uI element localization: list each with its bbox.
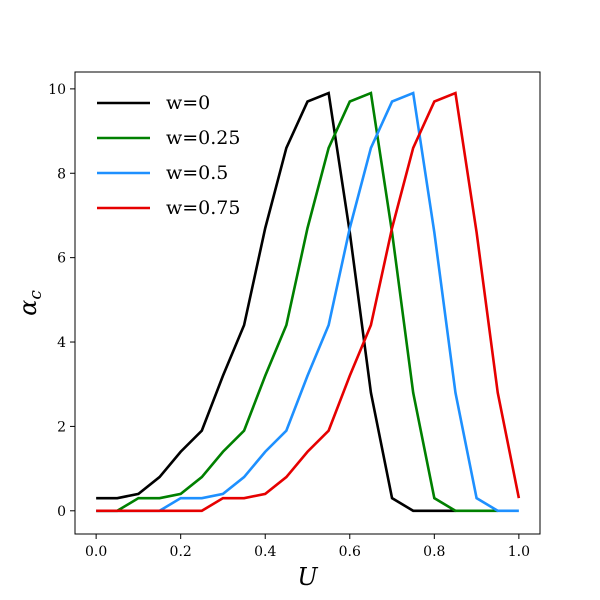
x-tick-label: 0.2 (170, 544, 192, 560)
legend-label-3: w=0.75 (166, 197, 241, 219)
y-tick-label: 4 (57, 335, 66, 351)
series-layer (96, 91, 521, 513)
y-tick-label: 10 (48, 82, 66, 98)
x-axis-label: U (297, 563, 318, 591)
series-line-3 (96, 91, 521, 513)
series-line-0 (96, 91, 456, 513)
y-tick-label: 6 (57, 251, 66, 267)
series-line-1 (96, 91, 498, 513)
y-tick-label: 8 (57, 166, 66, 182)
legend: w=0 w=0.25 w=0.5 w=0.75 (97, 92, 241, 219)
x-tick-label: 0.4 (254, 544, 276, 560)
legend-label-1: w=0.25 (166, 127, 241, 149)
x-tick-label: 1.0 (508, 544, 530, 560)
plot-frame (74, 71, 541, 535)
y-tick-label: 0 (57, 504, 66, 520)
x-axis: 0.0 0.2 0.4 0.6 0.8 1.0 (85, 534, 530, 560)
series-line-2 (96, 91, 519, 513)
x-tick-label: 0.0 (85, 544, 107, 560)
y-axis-label-subscript: c (26, 290, 46, 300)
legend-label-0: w=0 (166, 92, 210, 114)
y-axis-label: αc (14, 290, 46, 316)
y-axis-label-main: α (14, 300, 42, 316)
x-tick-label: 0.6 (339, 544, 361, 560)
y-tick-label: 2 (57, 419, 66, 435)
x-tick-label: 0.8 (423, 544, 445, 560)
y-axis: 0 2 4 6 8 10 (48, 82, 75, 520)
legend-label-2: w=0.5 (166, 162, 228, 184)
